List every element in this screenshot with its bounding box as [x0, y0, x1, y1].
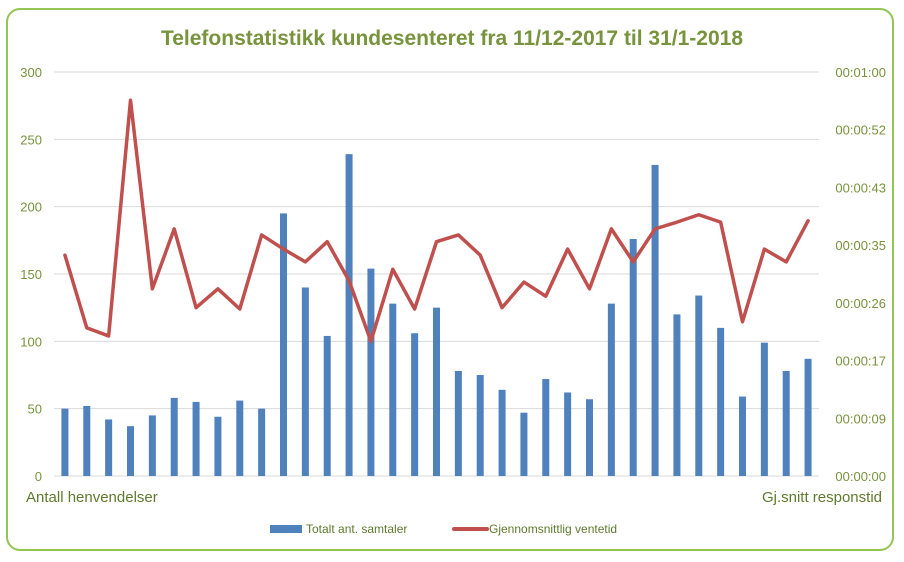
bar [760, 342, 768, 476]
right-tick-label: 00:00:09 [835, 411, 886, 426]
bar [476, 375, 484, 476]
right-tick-label: 00:00:52 [835, 123, 886, 138]
bar [607, 303, 615, 476]
left-tick-label: 150 [20, 267, 42, 282]
bar [629, 238, 637, 476]
bar [61, 408, 69, 476]
bar [542, 379, 550, 476]
bar [717, 327, 725, 476]
right-tick-label: 00:00:26 [835, 296, 886, 311]
bar [214, 416, 222, 476]
bar [170, 397, 178, 476]
bar [673, 314, 681, 476]
bar [498, 389, 506, 476]
bar [323, 335, 331, 476]
bar [345, 154, 353, 476]
bar [83, 405, 91, 476]
bar [127, 426, 134, 476]
bar [411, 333, 419, 476]
bar [520, 412, 528, 476]
bar [280, 213, 287, 476]
bar [367, 268, 375, 476]
left-tick-label: 300 [20, 65, 42, 80]
left-tick-label: 100 [20, 334, 42, 349]
bar [236, 400, 244, 476]
right-tick-label: 00:00:43 [835, 180, 886, 195]
bar [148, 415, 156, 476]
bar [192, 401, 200, 476]
bar [586, 399, 593, 476]
left-tick-label: 200 [20, 200, 42, 215]
legend-label-line: Gjennomsnittlig ventetid [489, 522, 617, 536]
legend: Totalt ant. samtaler Gjennomsnittlig ven… [270, 522, 617, 536]
legend-label-bar: Totalt ant. samtaler [306, 522, 407, 536]
bar [301, 287, 309, 476]
bar [433, 307, 440, 476]
bar [258, 408, 266, 476]
bar [695, 295, 703, 476]
bar [454, 370, 462, 476]
right-tick-label: 00:00:17 [835, 354, 886, 369]
left-tick-label: 0 [35, 469, 42, 484]
bar [804, 358, 812, 476]
left-tick-label: 50 [28, 402, 42, 417]
right-tick-label: 00:00:35 [835, 238, 886, 253]
left-axis-title: Antall henvendelser [26, 489, 158, 506]
chart-frame [6, 8, 894, 551]
left-tick-label: 250 [20, 132, 42, 147]
right-tick-label: 00:00:00 [835, 469, 886, 484]
bar [105, 419, 113, 476]
bar [389, 303, 397, 476]
right-tick-label: 00:01:00 [835, 65, 886, 80]
bar [564, 392, 572, 476]
chart-title: Telefonstatistikk kundesenteret fra 11/1… [161, 27, 743, 50]
right-axis-title: Gj.snitt responstid [762, 489, 882, 506]
bar [739, 396, 746, 476]
bar [782, 370, 790, 476]
legend-swatch-bar [270, 525, 302, 533]
bar [651, 164, 659, 477]
